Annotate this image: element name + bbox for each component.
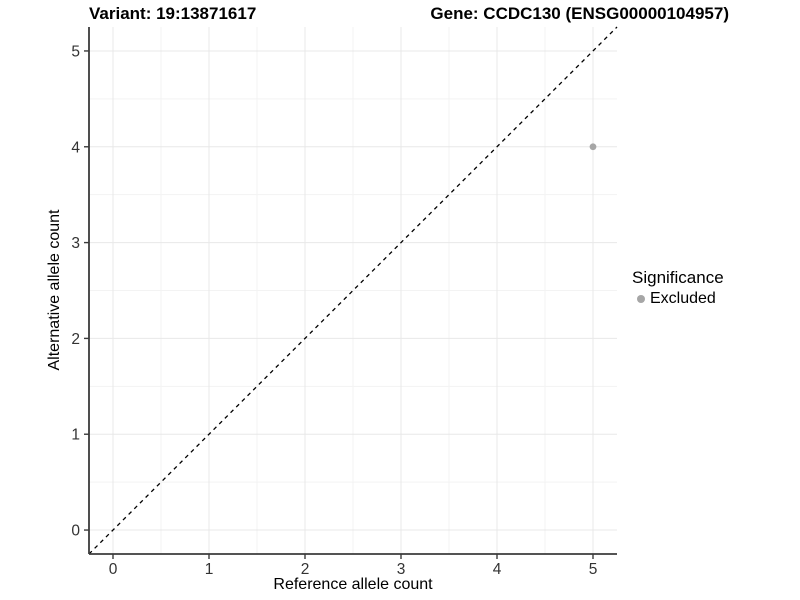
legend-item-excluded: Excluded: [632, 289, 724, 308]
y-tick-label: 3: [71, 235, 80, 252]
plot-title-gene: Gene: CCDC130 (ENSG00000104957): [430, 4, 729, 23]
x-tick-label: 1: [205, 561, 214, 578]
y-axis-title: Alternative allele count: [46, 209, 63, 371]
data-point: [589, 143, 597, 151]
y-tick-label: 4: [71, 139, 80, 156]
x-tick-label: 4: [493, 561, 502, 578]
y-tick-label: 0: [71, 523, 80, 540]
x-tick-label: 3: [397, 561, 406, 578]
x-tick-label: 2: [301, 561, 310, 578]
plot-title-variant: Variant: 19:13871617: [89, 4, 257, 23]
y-tick-label: 5: [71, 43, 80, 60]
legend-title: Significance: [632, 268, 724, 287]
x-axis-title: Reference allele count: [273, 576, 433, 593]
legend-item-label: Excluded: [650, 290, 716, 307]
legend: Significance Excluded: [632, 268, 724, 308]
plot-title: Variant: 19:13871617 Gene: CCDC130 (ENSG…: [89, 4, 729, 24]
y-tick-label: 1: [71, 427, 80, 444]
x-tick-label: 0: [109, 561, 118, 578]
x-tick-label: 5: [589, 561, 598, 578]
legend-point-icon: [637, 294, 645, 303]
y-tick-label: 2: [71, 331, 80, 348]
